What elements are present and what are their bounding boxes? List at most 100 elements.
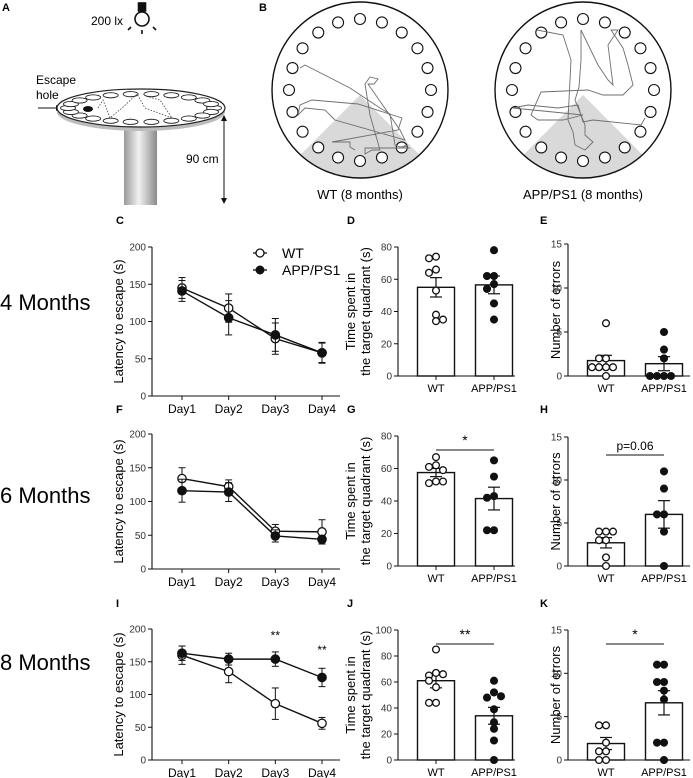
y-tick-label: 40	[381, 497, 393, 508]
x-tick-label: WT	[597, 383, 614, 395]
bar-wt	[416, 471, 456, 567]
y-tick-label: 15	[551, 433, 563, 444]
maze-hole	[576, 154, 590, 168]
y-tick-label: 10	[551, 669, 563, 680]
data-point	[489, 271, 499, 281]
x-tick-label: Day4	[308, 402, 336, 416]
y-tick-label: 20	[381, 730, 393, 741]
table-hole	[102, 92, 119, 99]
significance-marker: **	[317, 643, 327, 657]
data-point	[659, 660, 669, 669]
chart-j: J 0 20 40 60 80 100 Time spent in the target qua…	[343, 598, 517, 778]
maze-hole	[555, 151, 568, 164]
table-hole	[180, 115, 197, 122]
data-point	[431, 477, 441, 486]
y-tick-label: 5	[556, 519, 562, 530]
y-tick-label: 80	[381, 432, 393, 443]
data-point	[424, 268, 434, 277]
data-point	[431, 310, 441, 319]
data-point	[594, 721, 604, 730]
x-tick-label: WT	[427, 573, 444, 585]
y-tick-label: 10	[551, 284, 563, 295]
data-point	[659, 354, 669, 363]
table-hole	[102, 117, 119, 124]
data-point	[659, 467, 669, 476]
panel-letter-i: I	[116, 598, 119, 610]
maze-hole	[424, 83, 438, 97]
y-tick-label: 40	[381, 704, 393, 715]
data-point	[223, 654, 234, 664]
data-point	[431, 453, 441, 462]
maze-hole	[353, 12, 367, 26]
data-point	[659, 527, 669, 536]
mouse-icon	[83, 106, 93, 112]
data-point	[438, 670, 448, 679]
x-tick-label: Day3	[261, 766, 289, 778]
data-point	[317, 672, 327, 683]
significance-marker: p=0.06	[616, 439, 653, 453]
chart-d: D 0 20 40 60 80 Time spent in the target quadra…	[343, 215, 517, 395]
y-tick-label: 20	[381, 339, 393, 350]
y-axis-label: Latency to escape (s)	[111, 259, 126, 383]
light-intensity-label: 200 lx	[91, 14, 123, 28]
x-tick-label: WT	[427, 767, 444, 778]
maze-app-ps1	[494, 1, 672, 179]
legend-wt-label: WT	[282, 245, 304, 261]
y-tick-label: 200	[129, 243, 146, 254]
x-tick-label: APP/PS1	[641, 767, 687, 778]
data-point	[659, 510, 669, 519]
wt-track-caption: WT (8 months)	[317, 187, 403, 202]
data-point	[489, 299, 499, 308]
x-tick-label: WT	[597, 573, 614, 585]
y-tick-label: 200	[129, 625, 146, 636]
panel-letter-a: A	[2, 2, 10, 14]
series-line	[181, 652, 323, 679]
data-point	[431, 683, 441, 692]
chart-e: E 0 5 10 15 Number of errors WT APP/PS1	[540, 215, 690, 395]
data-point	[431, 668, 441, 677]
y-tick-label: 150	[129, 280, 146, 291]
maze-hole	[644, 105, 657, 118]
series-line	[181, 290, 323, 354]
data-point	[601, 354, 611, 363]
maze-hole	[353, 154, 367, 168]
data-point	[659, 677, 669, 687]
data-point	[601, 738, 611, 747]
maze-hole	[634, 125, 647, 138]
data-point	[594, 527, 604, 536]
data-point	[431, 461, 441, 470]
data-point	[601, 747, 611, 756]
data-point	[177, 286, 187, 296]
y-tick-label: 40	[381, 307, 393, 318]
light-bulb-icon	[127, 2, 157, 34]
data-point	[431, 645, 441, 654]
y-axis-label: Latency to escape (s)	[111, 439, 126, 563]
table-hole	[163, 92, 180, 99]
panel-b: B WT (8 months) APP/PS1 (8 months)	[259, 1, 672, 202]
data-point	[601, 536, 611, 545]
maze-hole	[375, 16, 388, 29]
maze-hole	[312, 26, 325, 39]
table-hole	[163, 117, 180, 124]
data-point	[431, 265, 441, 274]
y-tick-label: 5	[556, 712, 562, 723]
x-tick-label: WT	[597, 767, 614, 778]
maze-hole	[332, 151, 345, 164]
data-point	[424, 698, 434, 707]
target-quadrant	[523, 95, 643, 179]
escape-hole-label-2: hole	[36, 88, 59, 102]
data-point	[594, 747, 604, 756]
series-line	[181, 490, 323, 540]
data-point	[659, 561, 669, 571]
significance-marker: **	[460, 626, 471, 642]
y-tick-label: 50	[135, 354, 147, 365]
data-point	[270, 531, 281, 541]
chart-h: H 0 5 10 15 Number of errors WT APP/PS1 p=0.06	[540, 404, 690, 585]
y-tick-label: 100	[129, 317, 146, 328]
x-tick-label: Day3	[261, 402, 289, 416]
legend-app-label: APP/PS1	[282, 262, 341, 278]
maze-hole	[395, 141, 408, 154]
maze-boundary	[271, 1, 449, 179]
panel-letter-d: D	[347, 215, 355, 227]
